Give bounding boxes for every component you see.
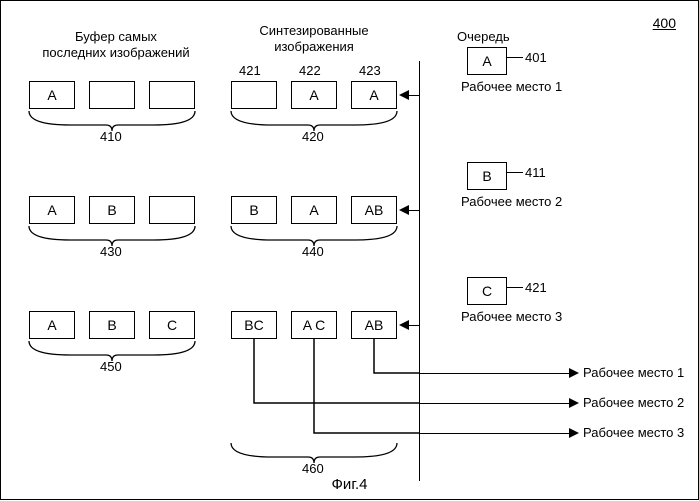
queue-cell: C <box>467 277 507 305</box>
cell-number: 422 <box>299 63 321 78</box>
synth-cell: A <box>351 81 397 109</box>
queue-cell: A <box>467 47 507 75</box>
cell-number: 421 <box>239 63 261 78</box>
leader-line <box>507 57 523 58</box>
arrow-head <box>399 320 409 330</box>
synth-cell <box>231 81 277 109</box>
buffer-cell: A <box>29 311 75 339</box>
synth-cell: B <box>231 196 277 224</box>
output-arrow <box>419 433 569 434</box>
synth-cell: AB <box>351 311 397 339</box>
output-label: Рабочее место 1 <box>583 365 684 380</box>
col-title-buffer: Буфер самыхпоследних изображений <box>41 29 191 62</box>
queue-number: 401 <box>525 50 547 65</box>
buffer-cell: A <box>29 196 75 224</box>
leader-line <box>507 172 523 173</box>
queue-number: 421 <box>525 280 547 295</box>
queue-cell: B <box>467 162 507 190</box>
buffer-cell <box>149 196 195 224</box>
queue-row-label: Рабочее место 1 <box>461 79 562 94</box>
diagram-canvas: 400 Буфер самыхпоследних изображений Син… <box>0 0 699 500</box>
group-number: 430 <box>100 244 122 259</box>
queue-row-label: Рабочее место 3 <box>461 309 562 324</box>
figure-id: 400 <box>653 15 676 31</box>
arrow-head <box>569 428 579 438</box>
output-label: Рабочее место 3 <box>583 425 684 440</box>
synth-cell: A C <box>291 311 337 339</box>
synth-cell: A <box>291 196 337 224</box>
arrow-head <box>569 398 579 408</box>
buffer-cell <box>89 81 135 109</box>
group-number: 410 <box>100 129 122 144</box>
synth-cell: A <box>291 81 337 109</box>
group-number: 440 <box>302 244 324 259</box>
group-number: 420 <box>302 129 324 144</box>
queue-row-label: Рабочее место 2 <box>461 194 562 209</box>
buffer-cell: C <box>149 311 195 339</box>
output-label: Рабочее место 2 <box>583 395 684 410</box>
output-arrow <box>419 403 569 404</box>
arrow-head <box>569 368 579 378</box>
leader-line <box>507 287 523 288</box>
buffer-cell: B <box>89 311 135 339</box>
buffer-cell: A <box>29 81 75 109</box>
arrow-head <box>399 205 409 215</box>
group-number: 450 <box>100 359 122 374</box>
figure-caption: Фиг.4 <box>1 476 698 493</box>
arrow-head <box>399 90 409 100</box>
col-title-queue: Очередь <box>457 29 510 44</box>
synth-cell: AB <box>351 196 397 224</box>
output-arrow <box>419 373 569 374</box>
vertical-divider <box>419 61 420 481</box>
buffer-cell: B <box>89 196 135 224</box>
cell-number: 423 <box>359 63 381 78</box>
group-number: 460 <box>302 461 324 476</box>
buffer-cell <box>149 81 195 109</box>
col-title-synth: Синтезированныеизображения <box>239 23 389 56</box>
synth-cell: BC <box>231 311 277 339</box>
queue-number: 411 <box>525 165 546 180</box>
